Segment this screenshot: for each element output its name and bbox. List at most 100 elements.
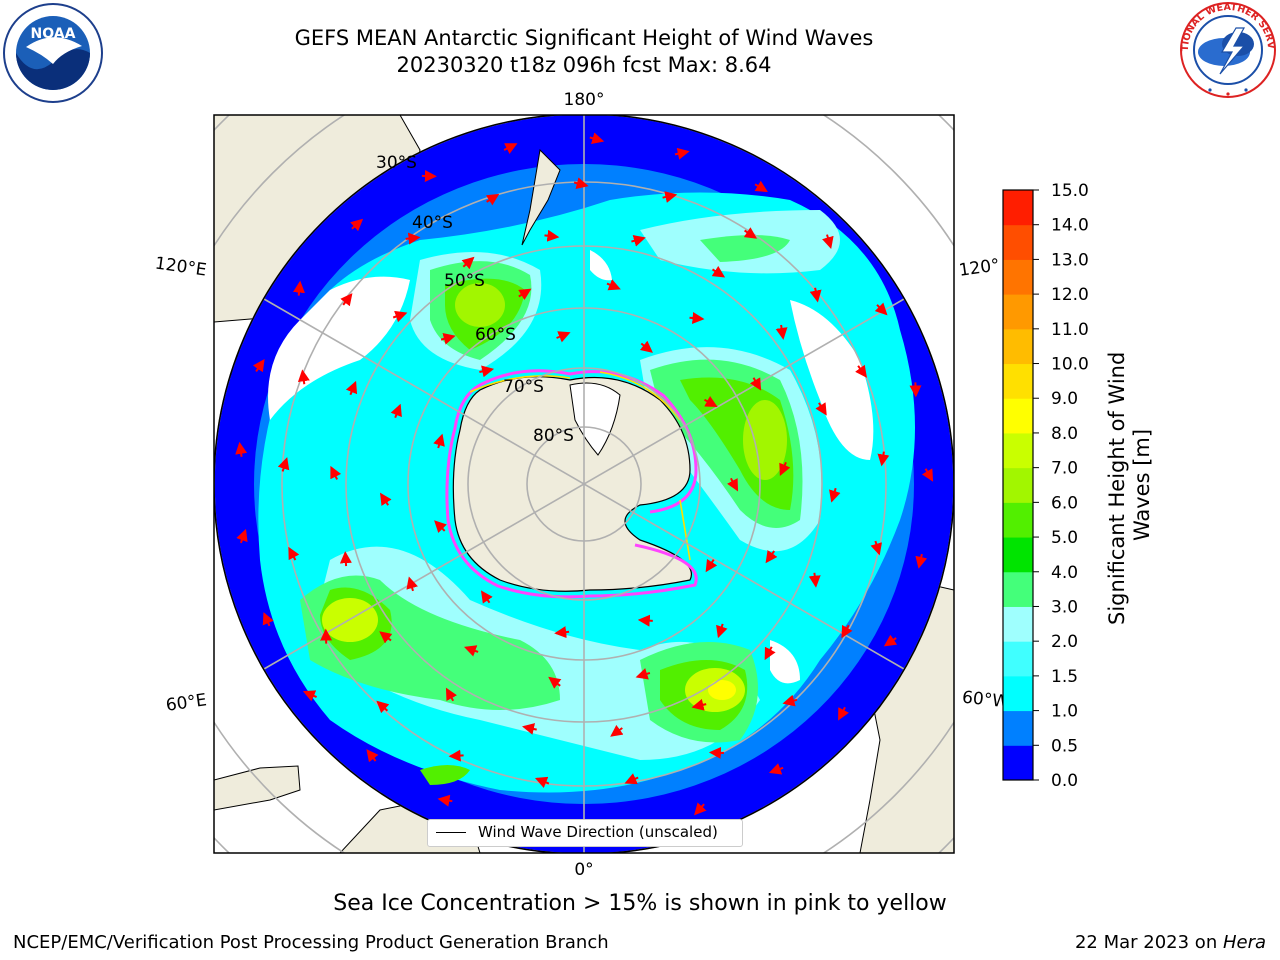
wind-wave-arrow	[768, 763, 784, 775]
colorbar-tick-label: 2.0	[1051, 632, 1078, 652]
wind-wave-arrow	[589, 132, 605, 144]
colorbar-label-line2: Waves [m]	[1130, 429, 1154, 541]
colorbar-swatch	[1003, 363, 1033, 399]
wind-wave-arrow	[548, 676, 562, 689]
colorbar-swatch	[1003, 537, 1033, 573]
sea-ice-note: Sea Ice Concentration > 15% is shown in …	[333, 891, 947, 916]
colorbar-tick-label: 0.0	[1051, 771, 1078, 791]
wind-wave-arrow	[855, 364, 867, 378]
wind-wave-arrow	[518, 288, 532, 301]
chart-title: GEFS MEAN Antarctic Significant Height o…	[294, 26, 874, 50]
wind-wave-arrow	[822, 234, 834, 250]
colorbar-swatch	[1003, 398, 1033, 434]
colorbar-tick-label: 1.5	[1051, 667, 1078, 687]
wind-wave-arrow	[754, 180, 768, 193]
colorbar-swatch	[1003, 224, 1033, 260]
colorbar-tick-label: 8.0	[1051, 424, 1078, 444]
colorbar-swatch	[1003, 328, 1033, 365]
wind-wave-arrow	[689, 312, 705, 324]
footer-date: 22 Mar 2023 on Hera	[1075, 932, 1266, 953]
wind-wave-arrow	[434, 520, 447, 534]
footer-machine: Hera	[1222, 932, 1266, 953]
wind-wave-arrow	[252, 358, 265, 373]
colorbar-tick-label: 3.0	[1051, 597, 1078, 617]
wind-wave-arrow	[694, 802, 707, 816]
wind-wave-arrow	[503, 143, 518, 154]
wind-wave-arrow	[874, 302, 888, 316]
wind-wave-arrow	[921, 468, 934, 482]
wind-wave-arrow	[544, 229, 560, 242]
wind-wave-arrow	[448, 749, 464, 762]
colorbar-tick-label: 1.0	[1051, 702, 1078, 722]
lat-label-80s: 80°S	[533, 426, 574, 446]
colorbar-frame	[1002, 189, 1034, 781]
wind-wave-arrow	[479, 365, 495, 378]
wind-wave-arrow	[330, 465, 342, 480]
wind-wave-arrow	[277, 457, 290, 472]
wind-wave-arrow	[302, 690, 318, 702]
nws-logo: NATIONAL WEATHER SERVICE	[1178, 0, 1276, 98]
wind-wave-arrow	[405, 232, 421, 245]
colorbar-tick-label: 11.0	[1051, 320, 1089, 340]
wind-wave-arrows	[235, 132, 934, 834]
legend-label: Wind Wave Direction (unscaled)	[478, 823, 718, 841]
wind-wave-arrow	[556, 331, 571, 343]
wind-wave-arrow	[743, 227, 758, 239]
colorbar-tick-label: 13.0	[1051, 250, 1089, 270]
colorbar-tick-label: 7.0	[1051, 459, 1078, 479]
wind-wave-arrow	[437, 794, 453, 807]
wind-wave-arrow	[637, 614, 653, 627]
wind-wave-arrow	[445, 687, 457, 702]
wind-wave-arrow	[534, 776, 550, 789]
wind-wave-arrow	[573, 177, 589, 190]
colorbar-swatch	[1003, 675, 1033, 712]
wind-wave-arrow	[624, 773, 639, 785]
colorbar-label: Significant Height of Wind Waves [m]	[1105, 345, 1154, 625]
colorbar-tick-label: 6.0	[1051, 493, 1078, 513]
antarctica-landmass	[452, 376, 692, 592]
wind-wave-arrow	[691, 698, 707, 711]
wind-wave-arrow	[808, 572, 821, 588]
colorbar-tick-label: 5.0	[1051, 528, 1078, 548]
colorbar-swatch	[1003, 467, 1033, 503]
noaa-logo: NOAA	[3, 3, 103, 103]
colorbar-tick-label: 0.5	[1051, 736, 1078, 756]
wind-wave-arrow	[635, 668, 651, 680]
lat-label-30s: 30°S	[376, 153, 417, 173]
colorbar-swatch	[1003, 432, 1033, 469]
wind-wave-arrow	[485, 193, 500, 206]
wind-wave-arrow	[376, 700, 390, 714]
noaa-logo-text: NOAA	[31, 26, 76, 42]
wind-wave-arrow	[461, 256, 475, 270]
colorbar-tick-label: 12.0	[1051, 285, 1089, 305]
wind-wave-arrow	[749, 377, 762, 391]
wind-wave-arrow	[440, 333, 456, 345]
wind-wave-arrow	[877, 451, 890, 467]
footer-branch: NCEP/EMC/Verification Post Processing Pr…	[13, 932, 609, 953]
legend-line-sample	[436, 832, 466, 833]
map-legend: Wind Wave Direction (unscaled)	[427, 819, 743, 847]
colorbar-swatch	[1003, 710, 1033, 746]
wind-wave-arrow	[390, 403, 402, 419]
wind-wave-arrow	[764, 646, 776, 661]
wind-wave-arrow	[631, 235, 646, 247]
wind-wave-arrow	[464, 645, 479, 657]
colorbar: 0.0 0.5 1.0 1.5 2.0 3.0 4.0 5.0 6.0 7.0 8.0 9.0 10.0…	[1002, 181, 1089, 791]
lon-label-0: 0°	[574, 860, 593, 880]
colorbar-swatch	[1003, 606, 1033, 642]
colorbar-tick-label: 10.0	[1051, 355, 1089, 375]
wind-wave-arrow	[554, 626, 570, 639]
wind-wave-arrow	[606, 279, 621, 291]
colorbar-swatch	[1003, 190, 1033, 226]
wind-wave-arrow	[708, 746, 724, 759]
footer-date-text: 22 Mar 2023 on	[1074, 932, 1223, 953]
lon-label-120e: 120°E	[154, 254, 208, 281]
colorbar-swatch	[1003, 259, 1033, 295]
colorbar-swatch	[1003, 745, 1033, 781]
wind-wave-arrow	[915, 553, 928, 569]
colorbar-swatch	[1003, 571, 1033, 607]
wind-wave-arrow	[345, 380, 358, 396]
colorbar-tick-label: 9.0	[1051, 389, 1078, 409]
sea-ice-edge	[445, 369, 698, 599]
